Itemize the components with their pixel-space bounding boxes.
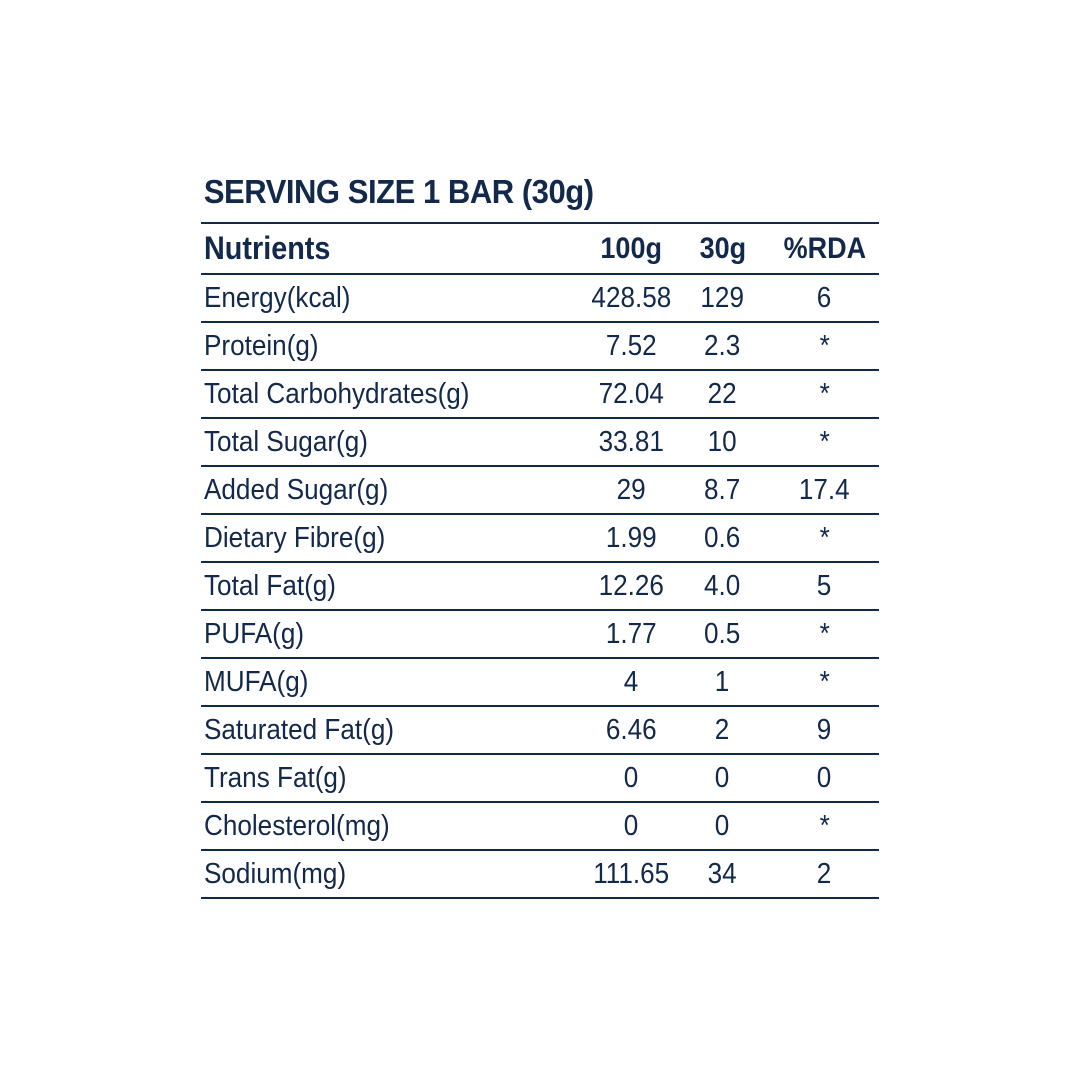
value-per-30g: 129 (700, 281, 745, 314)
value-per-100g: 4 (623, 665, 639, 698)
header-rda: %RDA (783, 231, 866, 265)
nutrition-rows: Energy(kcal) 428.58 129 6 Protein(g) 7.52 2.3 *… (201, 274, 879, 898)
value-rda: 0 (817, 761, 832, 794)
table-row: Cholesterol(mg) 0 0 * (201, 802, 879, 850)
value-per-100g: 1.99 (605, 521, 657, 554)
table-row: MUFA(g) 4 1 * (201, 658, 879, 706)
value-rda: 2 (817, 857, 832, 890)
value-rda: 6 (817, 281, 832, 314)
value-per-100g: 33.81 (598, 425, 664, 458)
value-per-30g: 2 (715, 713, 730, 746)
table-row: Trans Fat(g) 0 0 0 (201, 754, 879, 802)
nutrient-name: Cholesterol(mg) (204, 809, 390, 842)
value-per-100g: 72.04 (598, 377, 664, 410)
value-per-30g: 0 (715, 809, 730, 842)
nutrient-name: MUFA(g) (204, 665, 309, 698)
value-per-100g: 7.52 (605, 329, 657, 362)
table-row: Protein(g) 7.52 2.3 * (201, 322, 879, 370)
value-rda: 17.4 (799, 473, 850, 506)
table-row: Added Sugar(g) 29 8.7 17.4 (201, 466, 879, 514)
value-per-100g: 1.77 (605, 617, 657, 650)
nutrient-name: Sodium(mg) (204, 857, 347, 890)
nutrient-name: PUFA(g) (204, 617, 305, 650)
table-row: Energy(kcal) 428.58 129 6 (201, 274, 879, 322)
value-rda: * (819, 809, 830, 842)
value-rda: * (819, 329, 830, 362)
value-per-30g: 0.5 (704, 617, 741, 650)
nutrient-name: Total Fat(g) (204, 569, 337, 602)
value-per-100g: 29 (616, 473, 646, 506)
value-per-100g: 0 (623, 761, 639, 794)
nutrient-name: Saturated Fat(g) (204, 713, 395, 746)
value-per-30g: 2.3 (704, 329, 741, 362)
header-30g: 30g (699, 231, 746, 265)
table-row: Sodium(mg) 111.65 34 2 (201, 850, 879, 898)
nutrient-name: Trans Fat(g) (204, 761, 347, 794)
serving-size-title: SERVING SIZE 1 BAR (30g) (203, 173, 594, 210)
table-row: Total Carbohydrates(g) 72.04 22 * (201, 370, 879, 418)
value-per-30g: 10 (707, 425, 738, 458)
value-per-30g: 0 (715, 761, 730, 794)
value-rda: * (819, 521, 830, 554)
value-per-100g: 0 (623, 809, 639, 842)
value-per-100g: 12.26 (598, 569, 664, 602)
value-per-30g: 34 (707, 857, 738, 890)
table-header-row: Nutrients 100g 30g %RDA (201, 223, 879, 274)
table-row: Dietary Fibre(g) 1.99 0.6 * (201, 514, 879, 562)
value-rda: * (819, 377, 830, 410)
header-nutrients: Nutrients (204, 230, 331, 266)
value-per-100g: 428.58 (591, 281, 672, 314)
value-per-30g: 4.0 (704, 569, 741, 602)
header-100g: 100g (600, 231, 662, 265)
value-per-30g: 8.7 (704, 473, 741, 506)
value-rda: 5 (817, 569, 832, 602)
value-per-30g: 0.6 (704, 521, 741, 554)
value-per-100g: 6.46 (605, 713, 657, 746)
nutrient-name: Dietary Fibre(g) (204, 521, 386, 554)
value-rda: * (819, 665, 830, 698)
table-row: PUFA(g) 1.77 0.5 * (201, 610, 879, 658)
table-row: Total Sugar(g) 33.81 10 * (201, 418, 879, 466)
nutrient-name: Protein(g) (204, 329, 319, 362)
value-per-30g: 1 (715, 665, 730, 698)
value-rda: 9 (817, 713, 832, 746)
nutrient-name: Added Sugar(g) (204, 473, 389, 506)
nutrition-table: Nutrients 100g 30g %RDA Energy(kcal) 428.… (201, 222, 879, 899)
nutrient-name: Total Sugar(g) (204, 425, 368, 458)
table-row: Total Fat(g) 12.26 4.0 5 (201, 562, 879, 610)
nutrition-panel: SERVING SIZE 1 BAR (30g) Nutrients 100g … (201, 172, 879, 899)
nutrient-name: Energy(kcal) (204, 281, 351, 314)
table-row: Saturated Fat(g) 6.46 2 9 (201, 706, 879, 754)
value-rda: * (819, 425, 830, 458)
value-rda: * (819, 617, 830, 650)
value-per-30g: 22 (707, 377, 738, 410)
value-per-100g: 111.65 (593, 857, 669, 890)
nutrient-name: Total Carbohydrates(g) (204, 377, 470, 410)
